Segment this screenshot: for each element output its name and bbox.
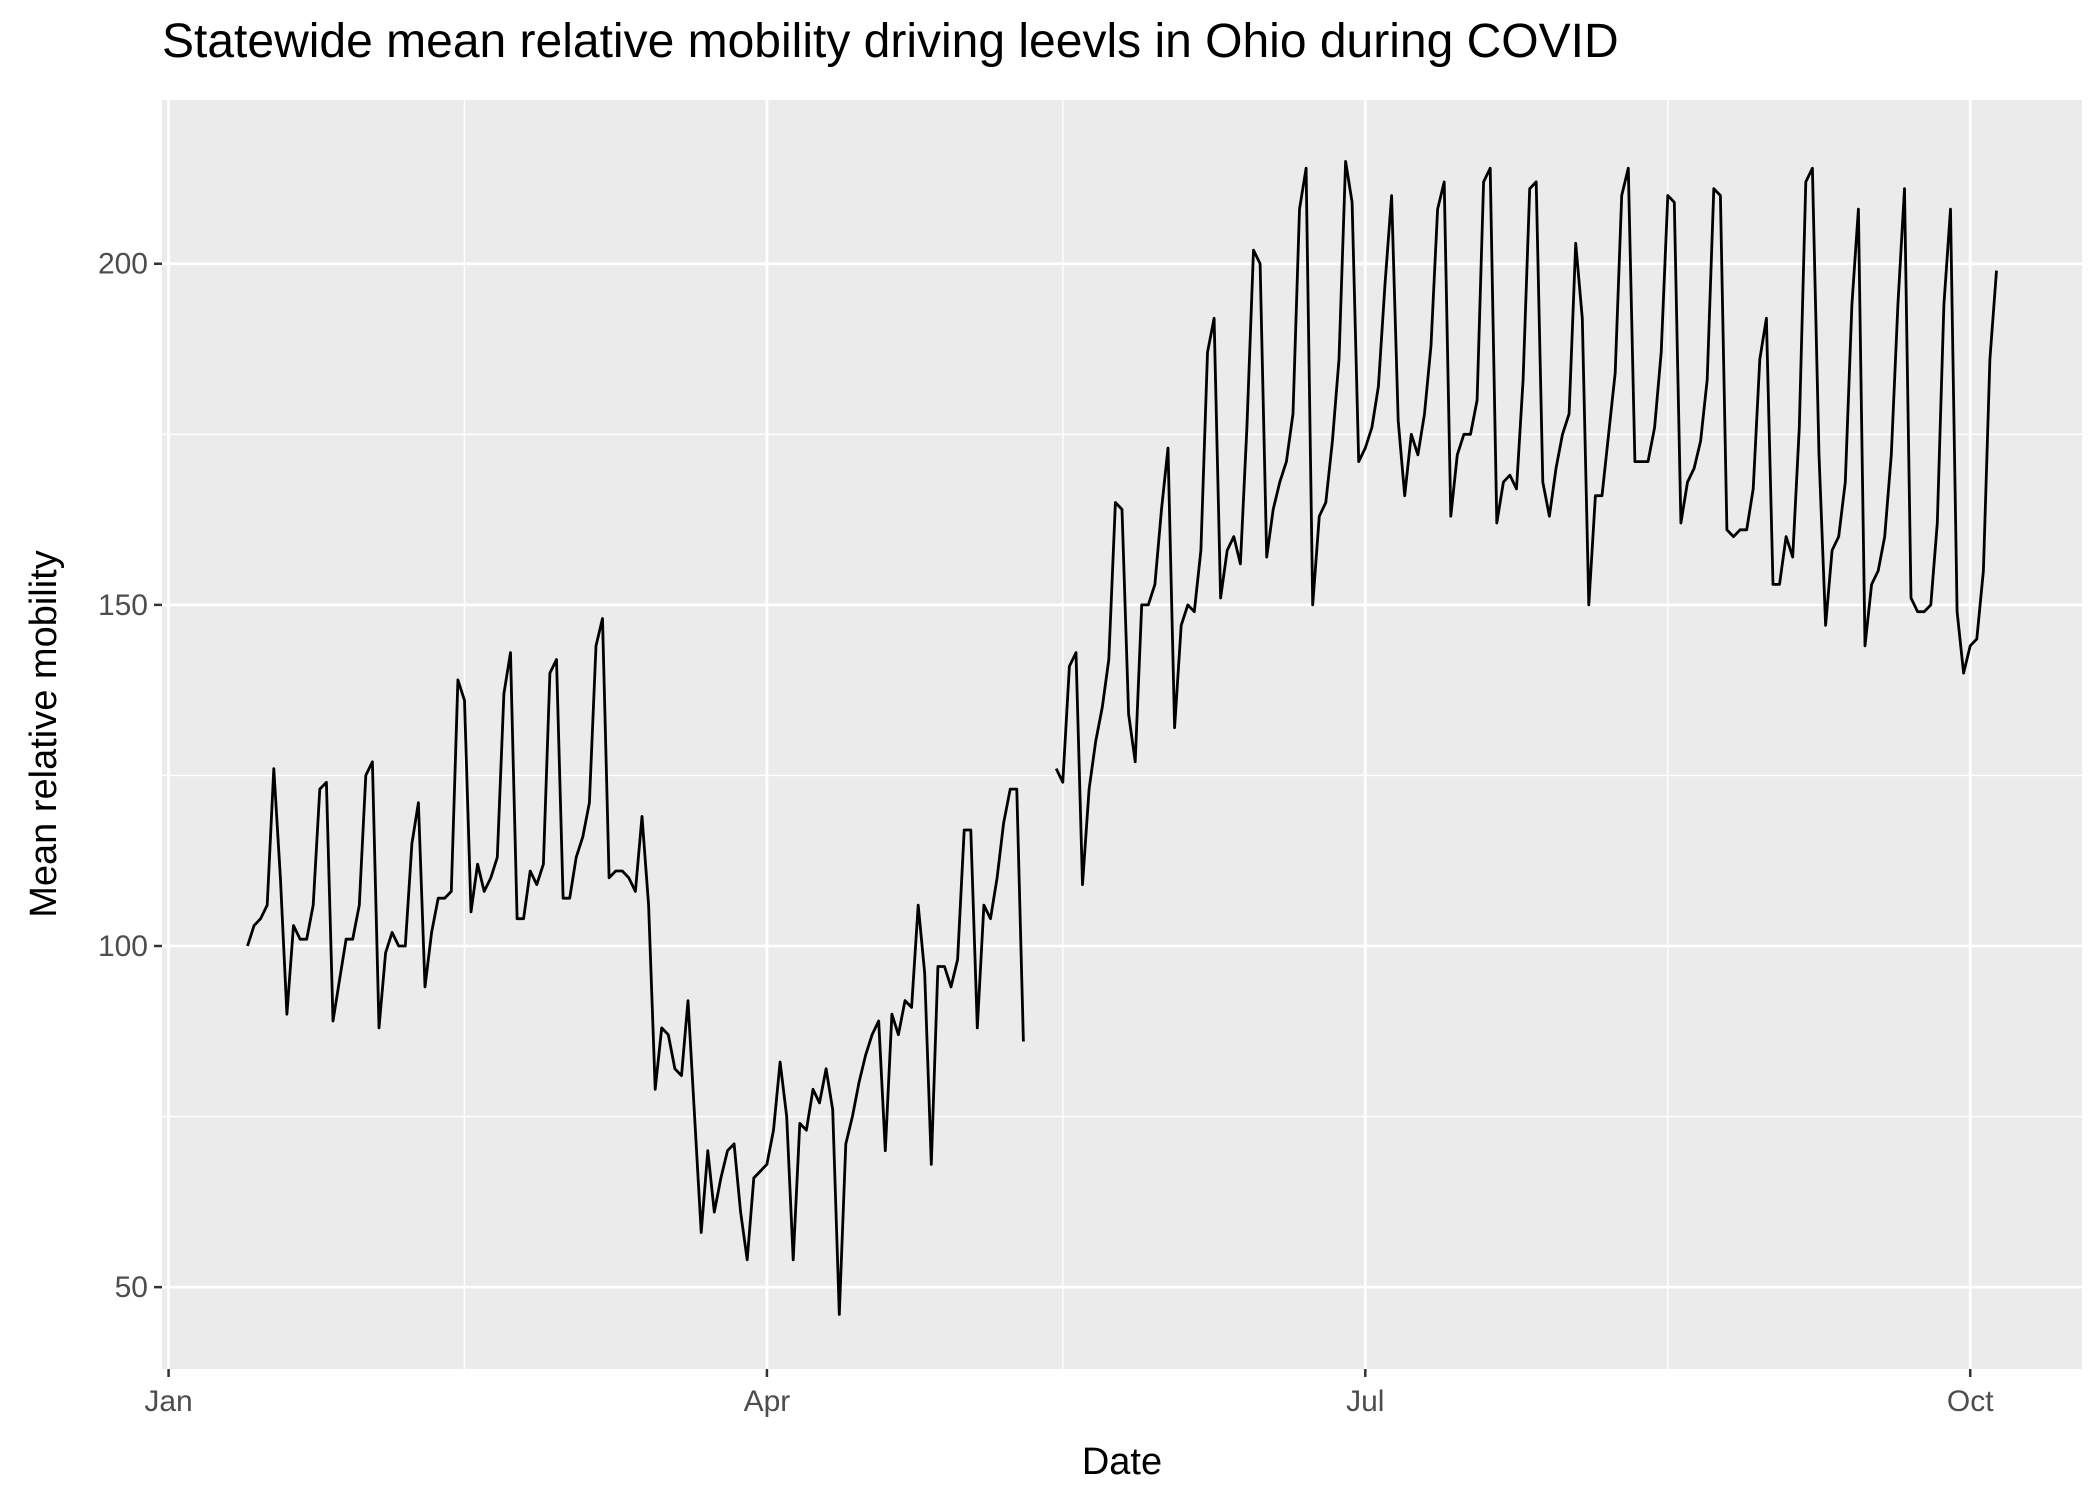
y-axis-title: Mean relative mobility [23, 550, 65, 917]
series-line [1054, 159, 1998, 886]
y-tick-label: 200 [98, 248, 148, 281]
y-tick-label: 50 [115, 1271, 148, 1304]
series-layer [246, 159, 1998, 1316]
x-tick-label: Jul [1346, 1385, 1384, 1418]
x-axis-title: Date [1082, 1441, 1162, 1483]
x-tick-label: Oct [1947, 1385, 1994, 1418]
y-axis: 50 100 150 200 [98, 248, 162, 1304]
y-tick-label: 150 [98, 589, 148, 622]
minor-gridlines [162, 100, 2082, 1369]
x-tick-label: Jan [144, 1385, 192, 1418]
y-tick-label: 100 [98, 930, 148, 963]
major-gridlines [162, 100, 2082, 1369]
x-axis: Jan Apr Jul Oct [144, 1369, 1994, 1418]
chart-title: Statewide mean relative mobility driving… [162, 15, 1619, 68]
plot-panel [162, 100, 2082, 1369]
series-line [246, 617, 1025, 1316]
x-tick-label: Apr [744, 1385, 791, 1418]
